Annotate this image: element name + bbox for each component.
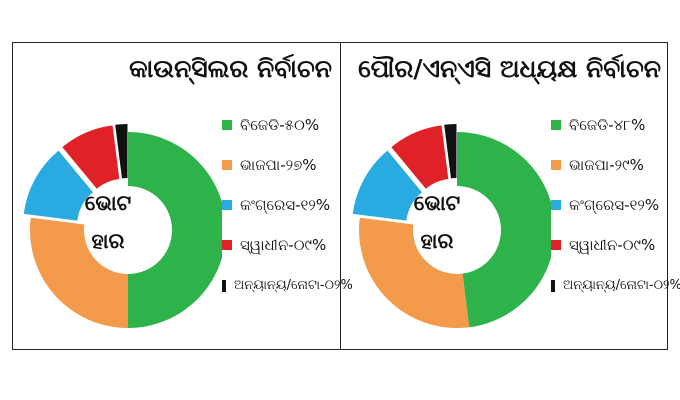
donut-chart-chairperson: ଭୋଟ ହାର — [352, 124, 551, 328]
slice-others — [115, 124, 128, 179]
slice-bjp — [29, 217, 128, 328]
legend-item-congress: କଂଗ୍ରେସ-୧୨% — [222, 196, 340, 236]
donut-chart-council: ଭୋଟ ହାର — [23, 124, 222, 328]
legend-item-bjd: ବିଜେଡି-୪୮% — [551, 116, 669, 156]
legend-swatch-bjd — [551, 120, 561, 130]
legend-label-bjd: ବିଜେଡି-୪୮% — [569, 116, 646, 134]
panel-divider — [340, 42, 341, 350]
legend-swatch-independent — [222, 240, 232, 250]
legend-item-others: ଅନ୍ୟାନ୍ୟ/ନୋଟା-୦୨% — [222, 276, 353, 316]
legend-item-bjp: ଭାଜପା-୨୭% — [222, 156, 340, 196]
legend-label-congress: କଂଗ୍ରେସ-୧୨% — [240, 196, 331, 214]
legend-swatch-others — [551, 280, 555, 292]
chart-title: ପୌର/ଏନ୍ଏସି ଅଧ୍ୟକ୍ଷ ନିର୍ବାଚନ — [358, 54, 661, 83]
legend-swatch-others — [222, 280, 226, 292]
legend-item-congress: କଂଗ୍ରେସ-୧୨% — [551, 196, 669, 236]
legend-label-bjp: ଭାଜପା-୨୭% — [240, 156, 317, 174]
legend-swatch-bjd — [222, 120, 232, 130]
legend-swatch-independent — [551, 240, 561, 250]
slice-bjd — [128, 132, 222, 328]
slice-independent — [62, 125, 120, 189]
legend-item-others: ଅନ୍ୟାନ୍ୟ/ନୋଟା-୦୨% — [551, 276, 680, 316]
center-label-vote: ଭୋଟ — [85, 191, 131, 215]
legend-label-independent: ସ୍ୱାଧୀନ-୦୯% — [240, 236, 327, 254]
chart-title: କାଉନ୍ସିଲର ନିର୍ବାଚନ — [129, 54, 332, 83]
legend-label-others: ଅନ୍ୟାନ୍ୟ/ନୋଟା-୦୨% — [234, 278, 353, 293]
legend: ବିଜେଡି-୫୦% ଭାଜପା-୨୭% କଂଗ୍ରେସ-୧୨% ସ୍ୱାଧୀନ… — [222, 116, 353, 316]
legend: ବିଜେଡି-୪୮% ଭାଜପା-୨୯% କଂଗ୍ରେସ-୧୨% ସ୍ୱାଧୀନ… — [551, 116, 680, 316]
legend-item-independent: ସ୍ୱାଧୀନ-୦୯% — [551, 236, 669, 276]
slice-bjd — [457, 132, 551, 328]
legend-item-independent: ସ୍ୱାଧୀନ-୦୯% — [222, 236, 340, 276]
slice-congress — [352, 150, 422, 221]
municipal-chairperson-election-panel: ପୌର/ଏନ୍ଏସି ଅଧ୍ୟକ୍ଷ ନିର୍ବାଚନ ଭୋଟ ହାର ବିଜେ… — [341, 42, 680, 350]
legend-swatch-bjp — [551, 160, 561, 170]
slice-congress — [23, 150, 93, 221]
legend-swatch-congress — [551, 200, 561, 210]
legend-label-independent: ସ୍ୱାଧୀନ-୦୯% — [569, 236, 656, 254]
legend-item-bjp: ଭାଜପା-୨୯% — [551, 156, 669, 196]
center-label-rate: ହାର — [92, 229, 125, 253]
center-label-rate: ହାର — [421, 229, 454, 253]
legend-swatch-bjp — [222, 160, 232, 170]
slice-independent — [391, 125, 449, 189]
legend-label-congress: କଂଗ୍ରେସ-୧୨% — [569, 196, 660, 214]
council-election-panel: କାଉନ୍ସିଲର ନିର୍ବାଚନ ଭୋଟ ହାର ବିଜେଡି-୫୦% ଭା… — [12, 42, 353, 350]
center-label-vote: ଭୋଟ — [414, 191, 460, 215]
legend-label-bjp: ଭାଜପା-୨୯% — [569, 156, 644, 174]
slice-bjp — [359, 217, 470, 328]
legend-label-others: ଅନ୍ୟାନ୍ୟ/ନୋଟା-୦୨% — [563, 278, 680, 293]
legend-label-bjd: ବିଜେଡି-୫୦% — [240, 116, 320, 134]
slice-others — [444, 124, 457, 179]
legend-swatch-congress — [222, 200, 232, 210]
legend-item-bjd: ବିଜେଡି-୫୦% — [222, 116, 340, 156]
